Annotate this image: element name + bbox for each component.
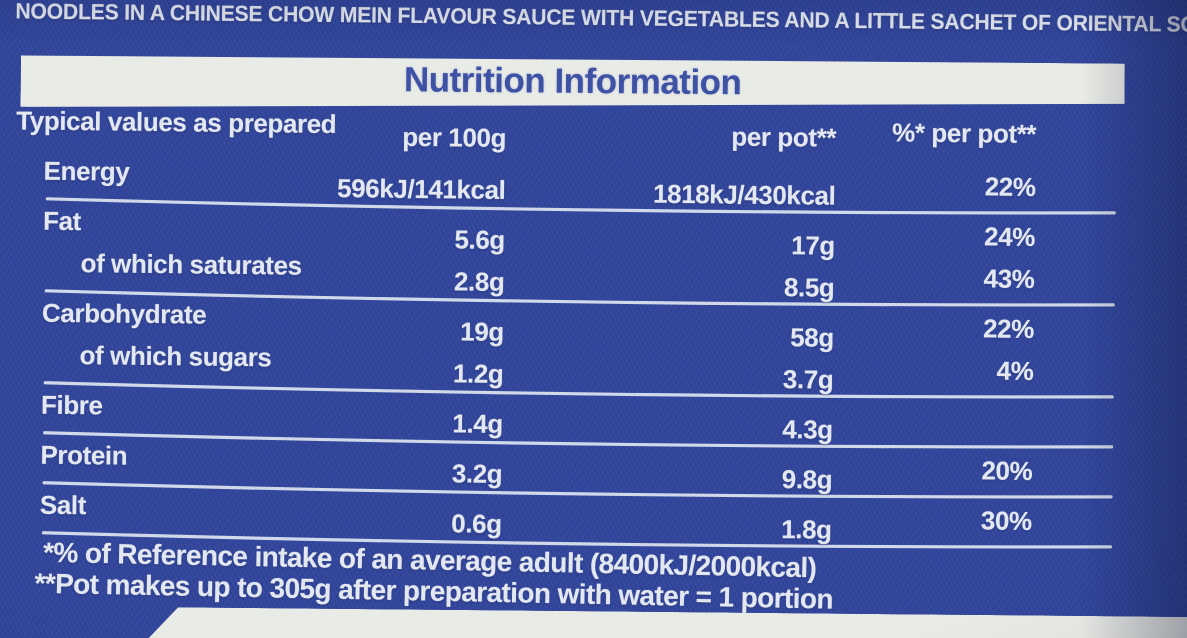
value-per-pot: 8.5g xyxy=(783,272,835,303)
row-separator xyxy=(41,531,1113,549)
value-per-100g: 3.2g xyxy=(451,458,503,489)
value-percent-per-pot: 30% xyxy=(980,505,1032,536)
row-separator xyxy=(43,431,1114,449)
column-header-typical-values: Typical values as prepared xyxy=(16,105,337,140)
value-percent-per-pot: 22% xyxy=(982,313,1035,344)
column-header-pct-per-pot: %* per pot** xyxy=(891,117,1037,150)
nutrient-label: Fibre xyxy=(40,389,103,421)
value-per-pot: 1.8g xyxy=(781,514,832,545)
value-per-pot: 9.8g xyxy=(781,464,833,495)
value-percent-per-pot: 22% xyxy=(984,171,1036,203)
nutrient-label: of which saturates xyxy=(80,248,302,281)
nutrient-label: Carbohydrate xyxy=(41,297,207,330)
value-percent-per-pot: 24% xyxy=(983,221,1036,253)
value-per-pot: 17g xyxy=(791,230,836,261)
row-separator xyxy=(43,381,1114,399)
nutrient-label: Fat xyxy=(42,205,82,237)
value-per-pot: 58g xyxy=(790,322,834,353)
nutrient-label: Energy xyxy=(43,155,130,187)
value-per-pot: 1818kJ/430kcal xyxy=(652,178,836,211)
value-per-100g: 1.2g xyxy=(452,358,504,389)
value-per-100g: 596kJ/141kcal xyxy=(336,173,506,205)
value-percent-per-pot: 4% xyxy=(996,355,1034,386)
row-separator xyxy=(44,289,1115,307)
nutrition-title: Nutrition Information xyxy=(403,60,742,103)
column-header-per-100g: per 100g xyxy=(402,121,507,153)
value-percent-per-pot: 43% xyxy=(983,263,1035,294)
row-separator xyxy=(42,481,1113,499)
product-description-strip: NOODLES IN A CHINESE CHOW MEIN FLAVOUR S… xyxy=(15,0,1187,38)
nutrient-label: Salt xyxy=(39,489,87,521)
value-per-100g: 5.6g xyxy=(454,224,506,255)
row-separator xyxy=(45,197,1116,215)
nutrient-label: Protein xyxy=(40,439,128,471)
value-per-pot: 4.3g xyxy=(782,414,833,445)
nutrient-label: of which sugars xyxy=(79,340,272,373)
value-percent-per-pot: 20% xyxy=(981,455,1033,486)
column-header-per-pot: per pot** xyxy=(731,121,837,153)
nutrition-table: Typical values as prepared per 100g per … xyxy=(16,105,1119,552)
value-per-pot: 3.7g xyxy=(782,364,834,395)
value-per-100g: 19g xyxy=(460,316,505,347)
value-per-100g: 1.4g xyxy=(452,408,503,439)
value-per-100g: 2.8g xyxy=(453,266,505,297)
